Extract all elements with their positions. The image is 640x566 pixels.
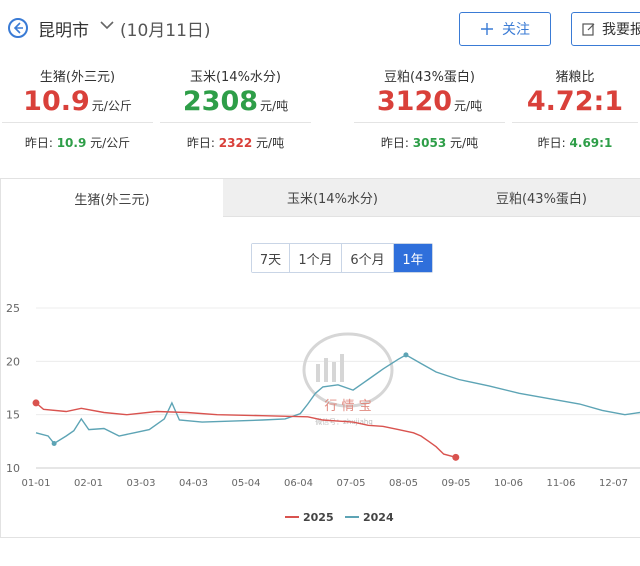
x-tick-label: 11-06	[546, 478, 575, 489]
back-arrow-icon[interactable]	[8, 18, 28, 38]
tab-corn[interactable]: 玉米(14%水分)	[223, 179, 442, 217]
plus-icon	[481, 23, 493, 35]
prev-unit: 元/吨	[256, 136, 285, 150]
x-tick-label: 04-03	[179, 478, 208, 489]
legend-label[interactable]: 2025	[303, 511, 334, 524]
y-axis: 10 15 20 25	[6, 302, 20, 475]
divider	[160, 122, 311, 123]
prev-value: 2322	[218, 136, 253, 150]
prev-unit: 元/公斤	[90, 136, 131, 150]
divider	[2, 122, 153, 123]
price-unit: 元/吨	[260, 99, 289, 113]
chart-legend: 2025 2024	[285, 511, 394, 524]
price-name: 猪粮比	[555, 70, 595, 85]
chart-panel: 生猪(外三元) 玉米(14%水分) 豆粕(43%蛋白) 7天 1个月 6个月 1…	[0, 178, 640, 538]
price-summary: 生猪(外三元) 10.9 元/公斤 昨日: 10.9 元/公斤 玉米(14%水分)…	[0, 58, 640, 160]
prev-label: 昨日:	[24, 136, 53, 150]
x-tick-label: 02-01	[74, 478, 103, 489]
series-start-point[interactable]	[32, 399, 40, 407]
price-card-hog[interactable]: 生猪(外三元) 10.9 元/公斤 昨日: 10.9 元/公斤	[0, 58, 155, 160]
range-1y[interactable]: 1年	[394, 244, 432, 272]
date-label: (10月11日)	[120, 21, 211, 41]
price-value: 3120	[376, 86, 453, 117]
watermark-name: 行 情 宝	[324, 399, 371, 414]
watermark-logo-icon	[302, 332, 394, 408]
legend-label[interactable]: 2024	[363, 511, 394, 524]
follow-label: 关注	[502, 22, 530, 38]
prev-label: 昨日:	[537, 136, 566, 150]
range-selector: 7天 1个月 6个月 1年	[251, 243, 433, 273]
y-tick-label: 20	[6, 355, 20, 368]
chevron-down-icon[interactable]	[100, 20, 114, 30]
x-tick-label: 12-07	[599, 478, 628, 489]
tab-soymeal[interactable]: 豆粕(43%蛋白)	[442, 179, 640, 217]
price-unit: 元/吨	[454, 99, 483, 113]
x-tick-label: 03-03	[126, 478, 155, 489]
y-tick-label: 10	[6, 462, 20, 475]
header-bar: 昆明市 (10月11日) 关注 我要报	[0, 0, 640, 58]
price-name: 玉米(14%水分)	[189, 70, 282, 85]
commodity-tabs: 生猪(外三元) 玉米(14%水分) 豆粕(43%蛋白)	[1, 179, 640, 217]
series-max-point[interactable]	[403, 352, 409, 358]
x-tick-label: 08-05	[389, 478, 418, 489]
prev-unit: 元/吨	[450, 136, 479, 150]
series-min-point[interactable]	[51, 440, 57, 446]
y-tick-label: 25	[6, 302, 20, 315]
range-7d[interactable]: 7天	[252, 244, 290, 272]
tab-hog[interactable]: 生猪(外三元)	[1, 179, 223, 217]
divider	[512, 122, 638, 123]
price-value: 10.9	[23, 86, 90, 117]
series-line-2025[interactable]	[35, 402, 456, 458]
price-card-soymeal[interactable]: 豆粕(43%蛋白) 3120 元/吨 昨日: 3053 元/吨	[352, 58, 507, 160]
x-tick-label: 06-04	[284, 478, 313, 489]
series-end-point[interactable]	[452, 453, 460, 461]
prev-label: 昨日:	[186, 136, 215, 150]
prev-label: 昨日:	[380, 136, 409, 150]
x-tick-label: 10-06	[494, 478, 523, 489]
price-card-corn[interactable]: 玉米(14%水分) 2308 元/吨 昨日: 2322 元/吨	[158, 58, 313, 160]
report-label: 我要报	[602, 22, 640, 38]
x-tick-label: 09-05	[441, 478, 470, 489]
chart-series	[32, 352, 640, 461]
y-tick-label: 15	[6, 409, 20, 422]
x-axis: 01-01 02-01 03-03 04-03 05-04 06-04 07-05 08-05…	[21, 478, 628, 489]
city-selector[interactable]: 昆明市	[38, 21, 89, 41]
x-tick-label: 07-05	[336, 478, 365, 489]
range-1m[interactable]: 1个月	[290, 244, 342, 272]
divider	[354, 122, 505, 123]
chart-grid	[36, 307, 640, 469]
prev-value: 4.69:1	[569, 136, 613, 150]
prev-value: 3053	[412, 136, 447, 150]
follow-button[interactable]: 关注	[459, 12, 551, 46]
price-value: 2308	[182, 86, 259, 117]
prev-value: 10.9	[56, 136, 87, 150]
series-line-2024[interactable]	[35, 354, 640, 445]
price-unit: 元/公斤	[91, 99, 132, 113]
report-button[interactable]: 我要报	[571, 12, 640, 46]
edit-icon	[582, 23, 595, 36]
price-card-hog-grain-ratio[interactable]: 猪粮比 4.72:1 昨日: 4.69:1	[510, 58, 640, 160]
watermark: 行 情 宝 微信号：zhujiahq	[302, 332, 394, 426]
price-name: 豆粕(43%蛋白)	[383, 70, 476, 85]
x-tick-label: 05-04	[231, 478, 260, 489]
price-name: 生猪(外三元)	[39, 70, 116, 85]
x-tick-label: 01-01	[21, 478, 50, 489]
range-6m[interactable]: 6个月	[342, 244, 394, 272]
price-value: 4.72:1	[526, 86, 624, 117]
watermark-bars-icon	[316, 354, 344, 382]
